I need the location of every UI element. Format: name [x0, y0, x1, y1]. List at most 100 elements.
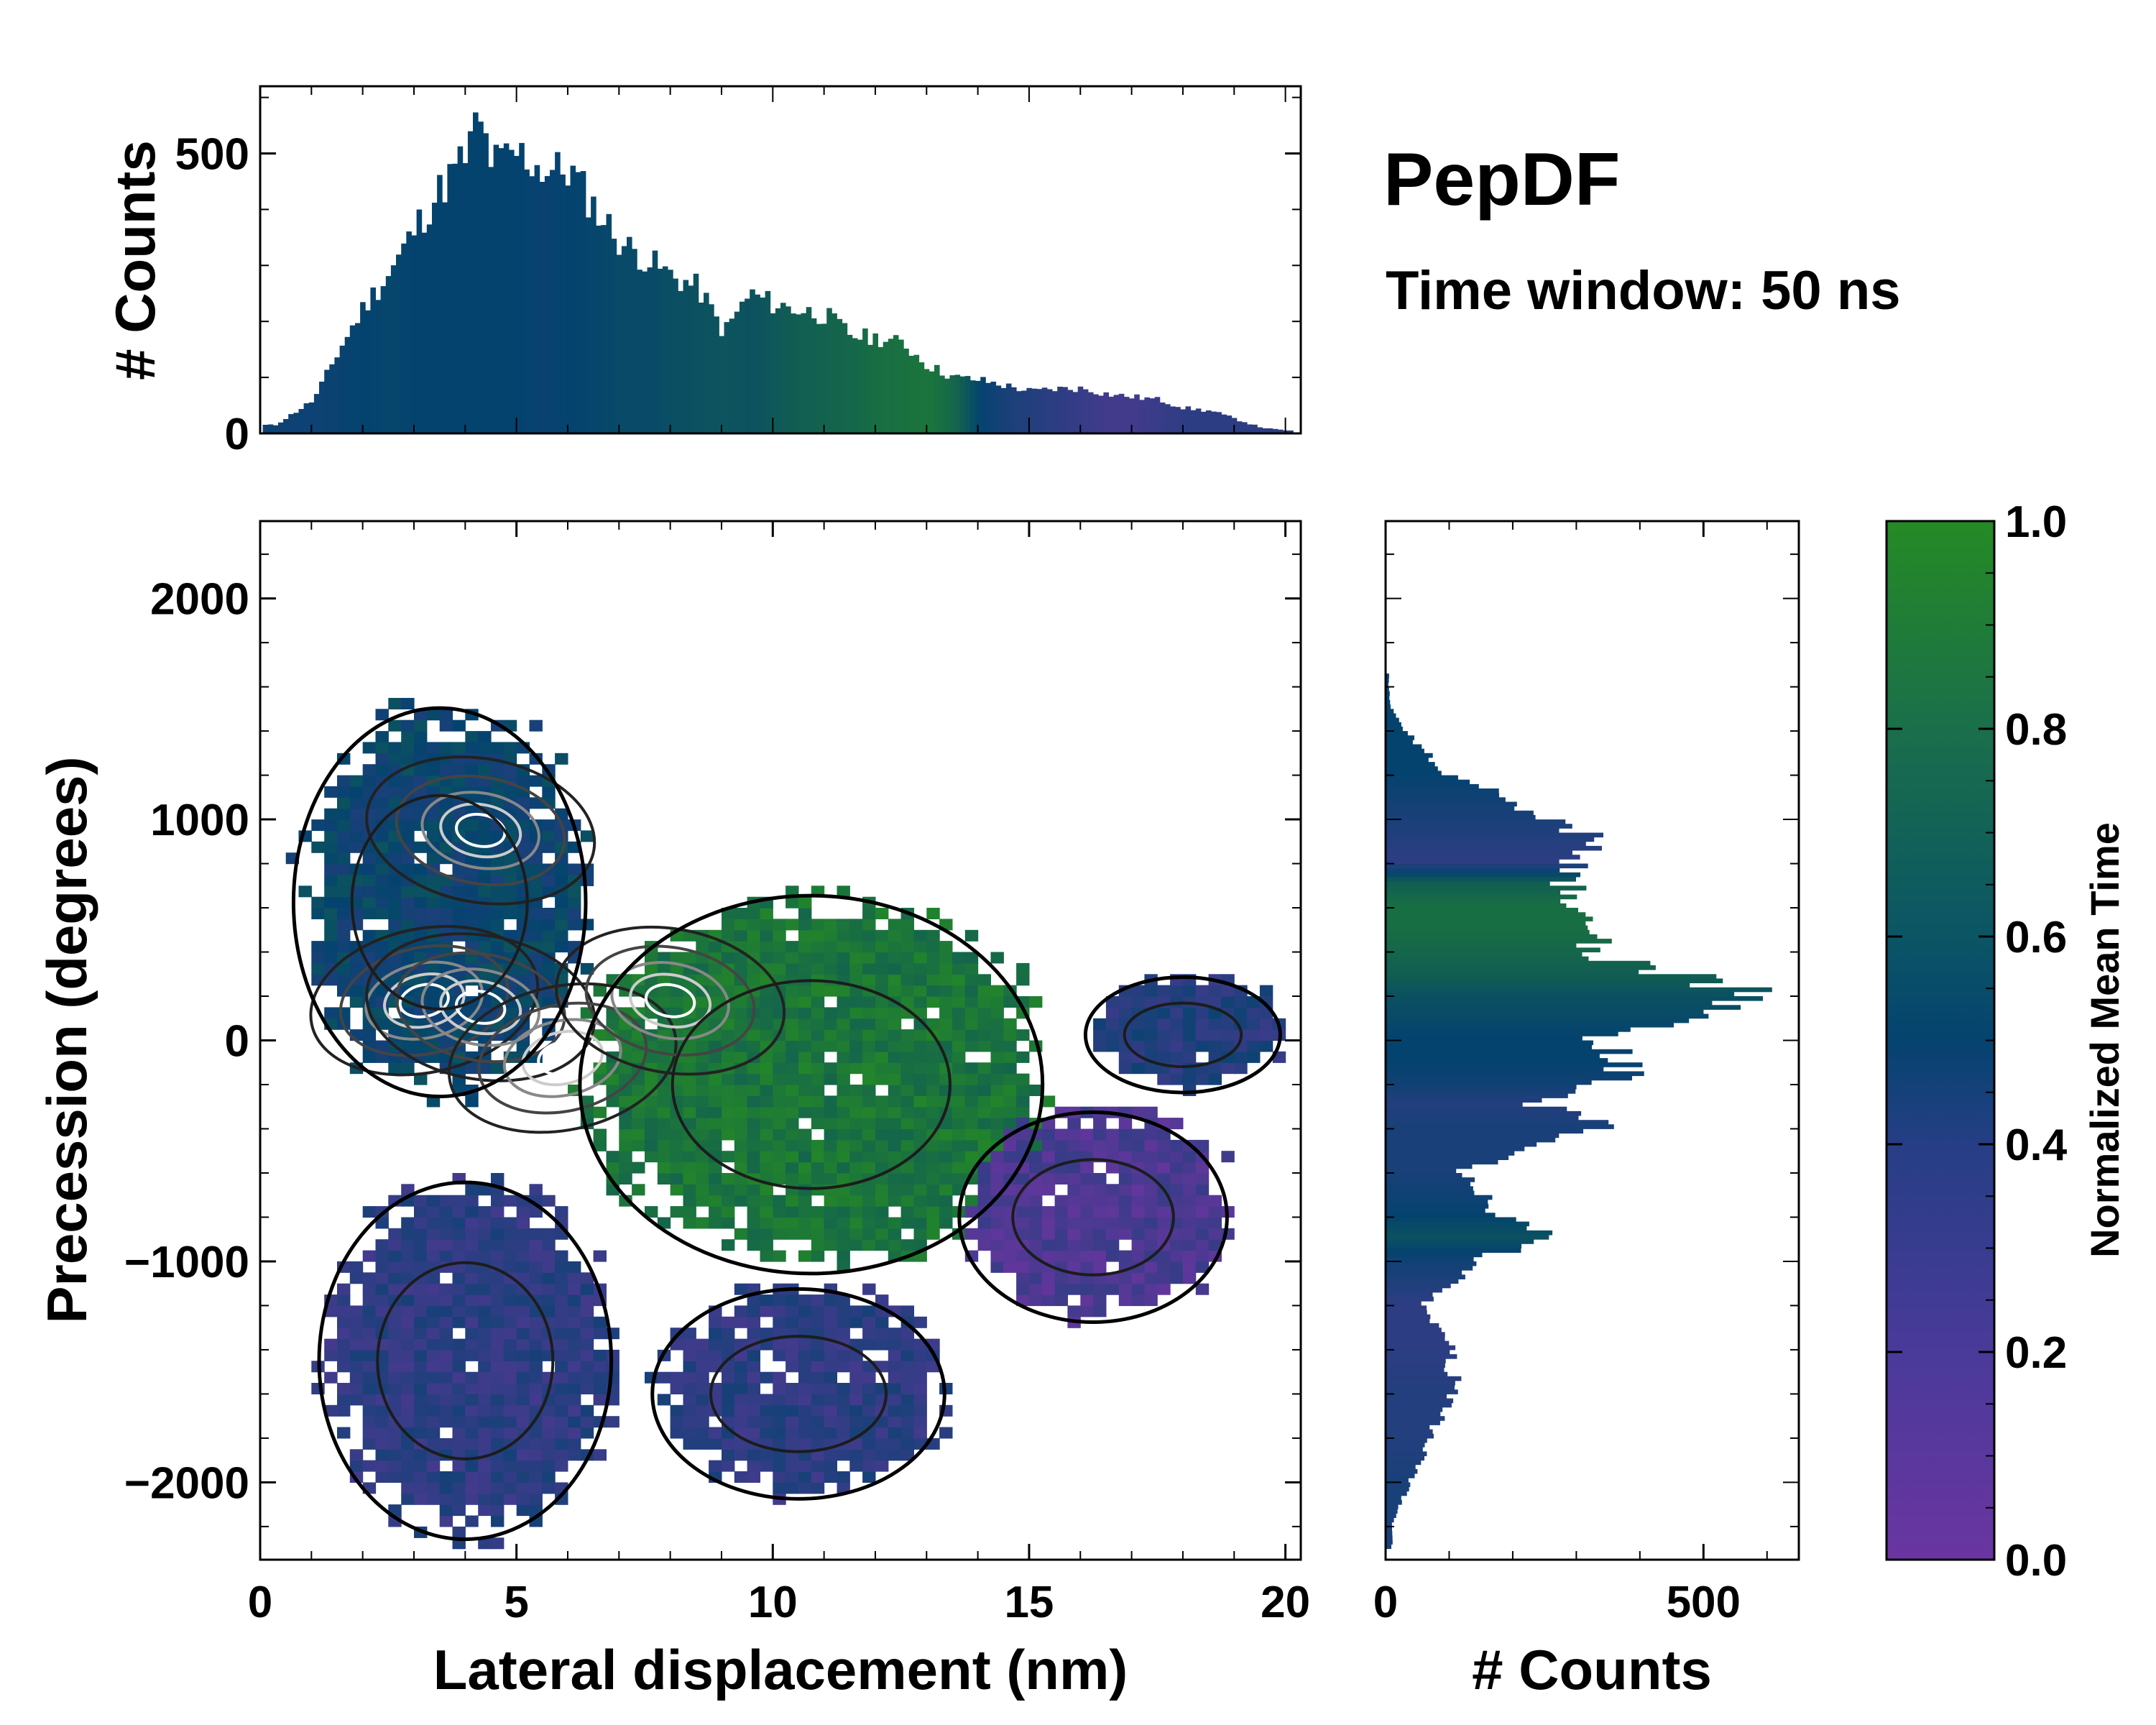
heatmap-cell	[747, 1217, 760, 1229]
heatmap-cell	[862, 1438, 876, 1450]
right-histogram-bar	[1386, 1385, 1455, 1390]
heatmap-cell	[696, 1371, 709, 1384]
heatmap-cell	[709, 1173, 722, 1184]
top-histogram-bar	[432, 203, 438, 433]
heatmap-cell	[580, 1328, 594, 1340]
heatmap-cell	[1182, 985, 1197, 997]
heatmap-cell	[657, 1162, 671, 1174]
heatmap-cell	[862, 908, 876, 919]
heatmap-cell	[324, 929, 338, 942]
heatmap-cell	[1118, 1139, 1133, 1151]
heatmap-cell	[1029, 1294, 1043, 1307]
top-histogram-bar	[826, 308, 832, 433]
top-histogram-bar	[709, 304, 714, 433]
heatmap-cell	[734, 1118, 748, 1130]
heatmap-cell	[964, 1151, 979, 1163]
heatmap-cell	[811, 1250, 825, 1262]
heatmap-cell	[1003, 1250, 1017, 1262]
right-histogram-bar	[1386, 863, 1588, 869]
heatmap-cell	[375, 1294, 389, 1307]
heatmap-cell	[375, 1449, 389, 1461]
heatmap-cell	[760, 952, 773, 964]
right-histogram-bar	[1386, 1332, 1445, 1337]
heatmap-cell	[1157, 1272, 1171, 1284]
heatmap-cell	[439, 1515, 453, 1527]
heatmap-cell	[1080, 1305, 1094, 1317]
heatmap-cell	[837, 1361, 850, 1373]
top-histogram-bar	[621, 246, 627, 433]
heatmap-cell	[542, 1482, 556, 1494]
heatmap-cell	[824, 1449, 837, 1461]
heatmap-cell	[439, 1471, 453, 1483]
heatmap-cell	[465, 1383, 479, 1394]
heatmap-cell	[1016, 962, 1030, 975]
top-histogram-bar	[370, 288, 376, 433]
heatmap-cell	[670, 1173, 683, 1184]
heatmap-cell	[1054, 1294, 1068, 1307]
right-histogram-bar	[1386, 859, 1560, 864]
heatmap-cell	[362, 1383, 377, 1394]
heatmap-cell	[900, 1371, 914, 1384]
right-histogram-bar	[1386, 1110, 1582, 1116]
heatmap-cell	[977, 1073, 991, 1085]
heatmap-cell	[529, 797, 543, 809]
heatmap-cell	[555, 753, 568, 765]
top-histogram-bar	[739, 301, 745, 433]
heatmap-cell	[786, 1095, 799, 1108]
heatmap-cell	[362, 1250, 377, 1262]
heatmap-cell	[375, 908, 389, 919]
heatmap-cell	[388, 1338, 402, 1351]
heatmap-cell	[862, 1073, 876, 1085]
heatmap-cell	[542, 929, 556, 942]
heatmap-cell	[964, 1139, 979, 1151]
heatmap-cell	[324, 886, 338, 898]
heatmap-cell	[696, 1416, 709, 1428]
heatmap-cell	[1131, 1283, 1145, 1295]
heatmap-cell	[900, 1162, 914, 1174]
heatmap-cell	[837, 1018, 850, 1030]
heatmap-cell	[1003, 996, 1017, 1008]
heatmap-cell	[645, 1106, 658, 1118]
top-histogram-bar	[1185, 406, 1192, 433]
heatmap-cell	[709, 985, 722, 997]
heatmap-cell	[516, 1338, 530, 1351]
heatmap-cell	[683, 1206, 696, 1218]
heatmap-cell	[516, 1328, 530, 1340]
heatmap-cell	[939, 1007, 953, 1019]
top-histogram-bar	[1206, 410, 1212, 433]
heatmap-cell	[875, 1239, 889, 1251]
right-histogram-bar	[1386, 713, 1396, 719]
heatmap-cell	[1195, 985, 1210, 997]
heatmap-cell	[1003, 1228, 1017, 1240]
heatmap-cell	[401, 1371, 415, 1384]
top-histogram-bar	[755, 294, 760, 433]
heatmap-cell	[619, 1139, 632, 1151]
heatmap-cell	[722, 919, 735, 931]
heatmap-cell	[555, 1438, 568, 1450]
heatmap-cell	[439, 819, 453, 832]
heatmap-cell	[709, 962, 722, 975]
heatmap-cell	[401, 819, 415, 832]
heatmap-cell	[837, 1095, 850, 1108]
right-histogram-bar	[1386, 960, 1651, 966]
right-histogram-bar	[1386, 779, 1470, 785]
heatmap-cell	[964, 1029, 979, 1041]
heatmap-cell	[811, 1106, 825, 1118]
top-histogram-bar	[1005, 383, 1012, 433]
heatmap-cell	[491, 1173, 505, 1184]
heatmap-cell	[888, 1118, 902, 1130]
heatmap-cell	[1157, 1073, 1171, 1085]
heatmap-cell	[1080, 1228, 1094, 1240]
heatmap-cell	[888, 1085, 902, 1096]
right-histogram-bar	[1386, 1340, 1450, 1346]
heatmap-cell	[837, 1404, 850, 1417]
heatmap-cell	[1182, 1173, 1197, 1184]
heatmap-cell	[503, 1471, 517, 1483]
right-histogram-bar	[1386, 1018, 1690, 1024]
heatmap-cell	[990, 1029, 1004, 1041]
heatmap-cell	[1016, 1128, 1030, 1141]
heatmap-cell	[529, 852, 543, 865]
heatmap-cell	[824, 1416, 837, 1428]
heatmap-cell	[824, 1118, 837, 1130]
top-histogram-bar	[308, 402, 315, 433]
